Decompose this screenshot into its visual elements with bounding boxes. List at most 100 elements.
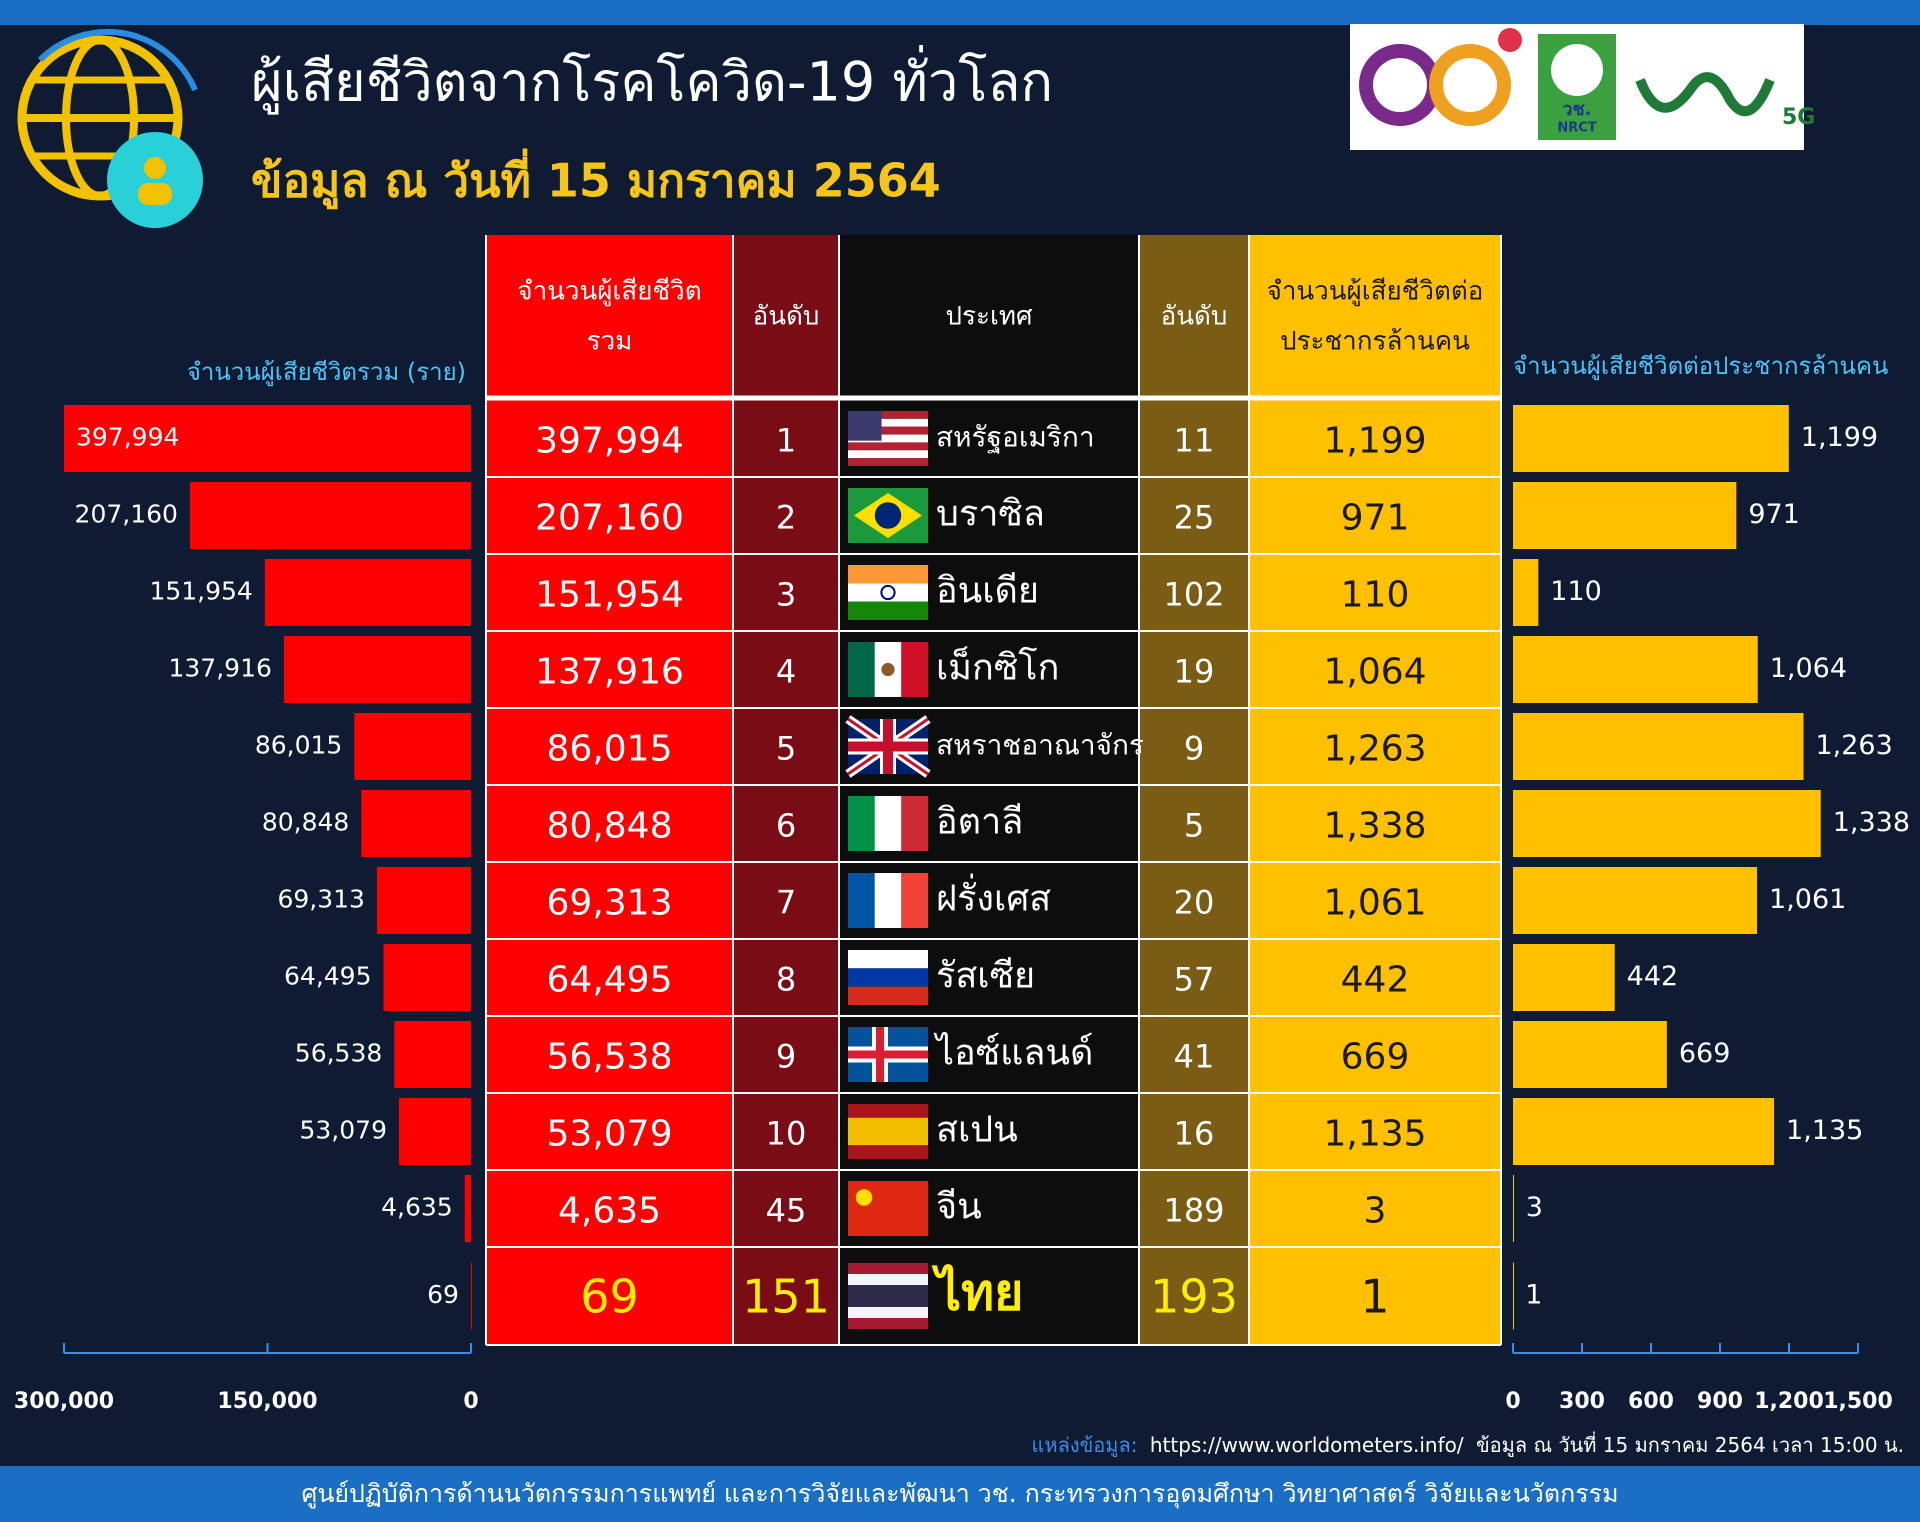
value-label: 86,015 [255, 731, 342, 760]
bar [1513, 1262, 1514, 1330]
value-label: 1,199 [1801, 422, 1878, 453]
flag-part [848, 418, 928, 427]
x-tick-label: 0 [463, 1389, 478, 1414]
flag-part [848, 1274, 928, 1285]
flag-part [848, 642, 875, 697]
table-cell: 102 [1163, 576, 1224, 614]
logo-text: วช. [1562, 99, 1591, 120]
bar [1513, 559, 1539, 626]
bar [1513, 944, 1615, 1011]
x-tick-label: 1,500 [1823, 1389, 1893, 1414]
table-header: จำนวนผู้เสียชีวิต [517, 277, 701, 307]
table-column [733, 235, 839, 1345]
table-column [1249, 235, 1501, 1345]
table-cell: 9 [1184, 730, 1204, 768]
value-label: 207,160 [75, 500, 178, 529]
subtitle: ข้อมูล ณ วันที่ 15 มกราคม 2564 [251, 149, 941, 210]
country-name: บราซิล [936, 494, 1045, 535]
flag-part [848, 1307, 928, 1318]
table-cell: 207,160 [535, 498, 684, 539]
bar [376, 867, 471, 934]
value-label: 3 [1526, 1192, 1543, 1223]
table-cell: 80,848 [547, 806, 673, 847]
value-label: 64,495 [284, 962, 371, 991]
flag-part [848, 1181, 928, 1236]
value-label: 1 [1525, 1280, 1542, 1311]
bar [1513, 1021, 1667, 1088]
table-cell: 1,338 [1323, 806, 1426, 847]
table-cell: 1 [1360, 1270, 1389, 1324]
table-cell: 189 [1163, 1192, 1224, 1230]
bar [283, 636, 471, 703]
right-chart [1513, 405, 1821, 1330]
bar [264, 559, 471, 626]
value-label: 397,994 [76, 423, 179, 452]
flag-part [848, 873, 875, 928]
bar [354, 713, 471, 780]
table-cell: 442 [1341, 960, 1410, 1001]
table-cell: 3 [1364, 1191, 1387, 1232]
value-label: 53,079 [300, 1116, 387, 1145]
table-header: จำนวนผู้เสียชีวิตต่อ [1267, 277, 1484, 307]
source-label: แหล่งข้อมูล: [1032, 1433, 1138, 1458]
table-cell: 69,313 [547, 883, 673, 924]
table-cell: 64,495 [547, 960, 673, 1001]
flag-part [848, 1285, 928, 1307]
bar [383, 944, 471, 1011]
flag [848, 642, 928, 697]
table-cell: 1,061 [1323, 883, 1426, 924]
bar [1513, 713, 1804, 780]
table-cell: 151 [742, 1270, 830, 1324]
table-cell: 193 [1150, 1270, 1238, 1324]
table-cell: 10 [766, 1115, 807, 1153]
flag-part [848, 796, 875, 851]
country-name: ไอซ์แลนด์ [933, 1032, 1093, 1074]
top-band [0, 0, 1920, 25]
logo-text: NRCT [1557, 121, 1596, 136]
bar [1513, 867, 1758, 934]
table-header: ประเทศ [946, 302, 1033, 332]
flag-part [881, 662, 895, 677]
value-label: 4,635 [381, 1193, 453, 1222]
flag-part [874, 796, 902, 851]
value-label: 1,135 [1786, 1115, 1863, 1146]
table-cell: 669 [1341, 1037, 1410, 1078]
globe-icon [17, 28, 203, 228]
bar [394, 1021, 471, 1088]
bar [464, 1175, 471, 1242]
table-cell: 3 [776, 576, 796, 614]
value-label: 1,064 [1770, 653, 1847, 684]
table-cell: 4,635 [558, 1191, 661, 1232]
table-cell: 57 [1174, 961, 1215, 999]
country-name: สหรัฐอเมริกา [936, 421, 1095, 454]
bottom-band [0, 1466, 1920, 1522]
value-label: 110 [1550, 576, 1602, 607]
flag-part [848, 1263, 928, 1274]
country-name: อิตาลี [936, 802, 1023, 843]
table-column [1139, 235, 1249, 1345]
axis-title: จำนวนผู้เสียชีวิตต่อประชากรล้านคน [1513, 352, 1888, 381]
value-label: 1,338 [1833, 807, 1910, 838]
bar [64, 405, 471, 472]
axis-title: จำนวนผู้เสียชีวิตรวม (ราย) [187, 358, 466, 387]
bar [1513, 636, 1758, 703]
table-cell: 4 [776, 653, 796, 691]
logo-text: 5G [1782, 105, 1815, 130]
flag-part [848, 565, 928, 584]
source-url: https://www.worldometers.info/ [1150, 1433, 1464, 1457]
value-label: 56,538 [295, 1039, 382, 1068]
bar [1513, 790, 1821, 857]
flag-part [848, 411, 882, 441]
flag [848, 873, 928, 928]
flag [848, 1181, 928, 1236]
table-cell: 5 [1184, 807, 1204, 845]
table-cell: 1,263 [1323, 729, 1426, 770]
table-cell: 45 [766, 1192, 807, 1230]
flag [848, 1027, 928, 1082]
flag-part [901, 642, 928, 697]
flag-part [880, 584, 896, 601]
table-cell: 9 [776, 1038, 796, 1076]
flag-part [848, 950, 928, 969]
table-cell: 7 [776, 884, 796, 922]
country-name: สเปน [936, 1110, 1018, 1151]
